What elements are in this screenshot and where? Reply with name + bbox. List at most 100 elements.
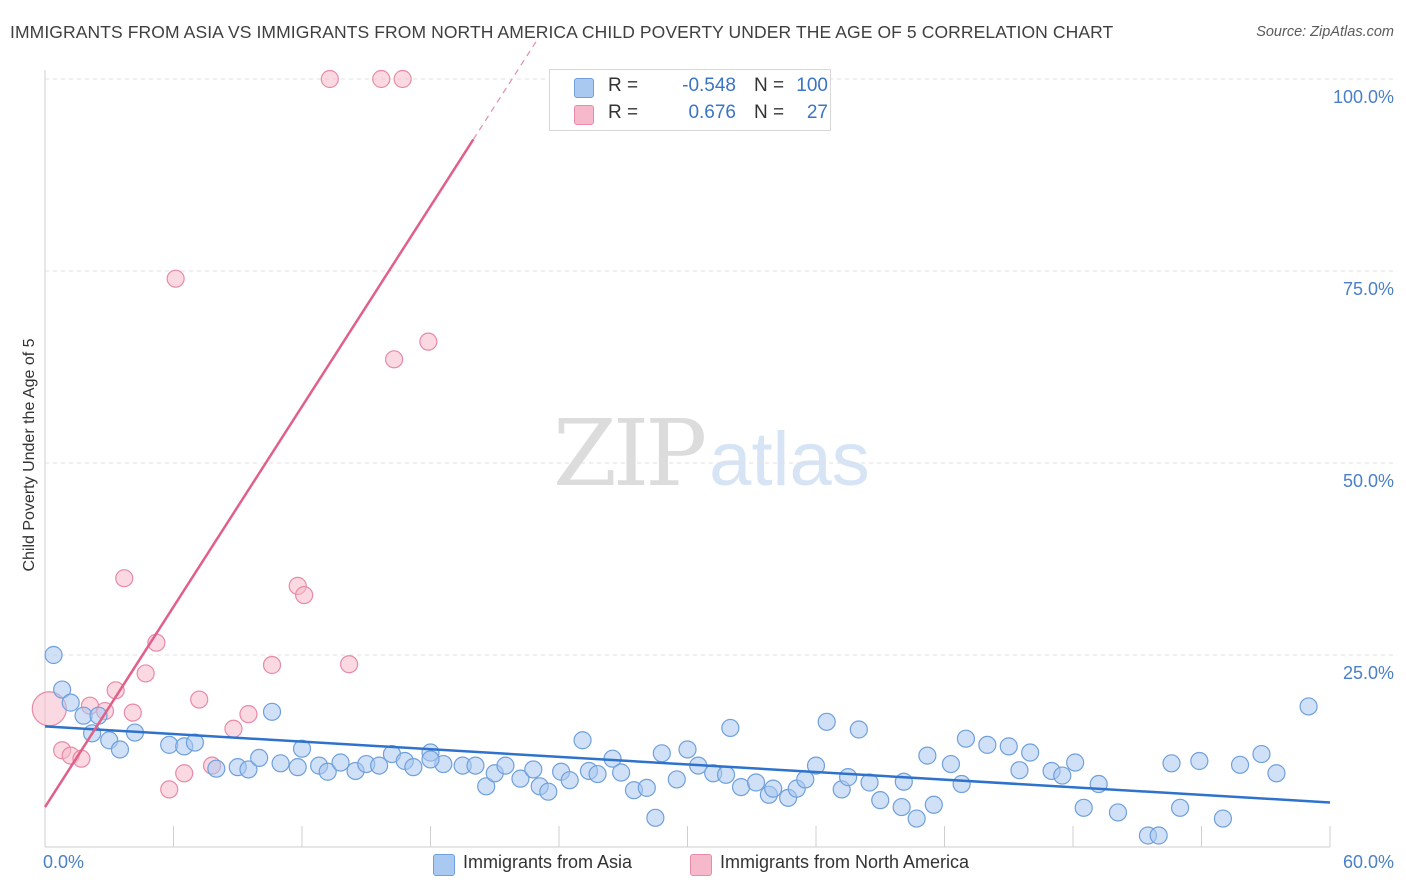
point-north-america — [115, 569, 134, 588]
point-north-america — [372, 69, 391, 89]
point-asia — [839, 768, 858, 787]
point-asia — [956, 729, 976, 748]
point-asia — [678, 740, 697, 759]
point-asia — [907, 809, 926, 828]
correlation-legend: R = -0.548 N = 100 R = 0.676 N = 27 — [549, 69, 831, 131]
point-asia — [716, 765, 736, 784]
point-asia — [250, 748, 269, 768]
point-asia — [978, 735, 997, 754]
point-north-america — [295, 585, 314, 605]
point-asia — [721, 718, 740, 738]
watermark: ZIPatlas — [553, 400, 870, 507]
legend-swatch-north-america — [574, 105, 594, 125]
point-asia — [667, 770, 686, 789]
series-label-asia: Immigrants from Asia — [463, 852, 633, 872]
point-asia — [892, 797, 911, 817]
point-asia — [952, 774, 971, 794]
point-asia — [511, 769, 530, 788]
point-asia — [53, 680, 72, 699]
legend-swatch-asia — [574, 78, 594, 98]
point-asia — [539, 782, 558, 801]
trend-lines — [43, 40, 1331, 808]
y-axis-label: Child Poverty Under the Age of 5 — [21, 338, 38, 572]
trend-line-asia — [44, 725, 1331, 804]
point-asia — [262, 702, 282, 721]
point-asia — [573, 731, 592, 750]
legend-r-value: -0.548 — [682, 75, 736, 96]
point-north-america — [419, 332, 438, 351]
series-label-north-america: Immigrants from North America — [720, 852, 970, 872]
point-asia — [1108, 803, 1128, 822]
point-asia — [849, 720, 868, 739]
point-north-america — [123, 703, 142, 722]
legend-r-label: R = — [608, 102, 639, 123]
point-asia — [288, 758, 307, 777]
point-asia — [1170, 798, 1190, 817]
point-north-america — [320, 69, 339, 89]
point-asia — [61, 693, 80, 712]
point-asia — [292, 739, 312, 758]
point-north-america — [175, 764, 194, 783]
point-asia — [1213, 809, 1233, 828]
trend-line-north-america — [43, 138, 475, 808]
point-asia — [239, 760, 258, 779]
legend-n-value: 100 — [796, 75, 828, 96]
point-north-america — [262, 655, 282, 675]
legend-r-value: 0.676 — [688, 102, 736, 123]
point-asia — [764, 779, 783, 798]
point-north-america — [384, 350, 404, 369]
series-swatch-north-america — [690, 854, 712, 876]
point-asia — [466, 756, 485, 775]
legend-r-label: R = — [608, 75, 639, 96]
x-tick-label: 60.0% — [1342, 852, 1394, 872]
x-tick-label: 0.0% — [43, 852, 85, 872]
point-north-america — [224, 719, 243, 738]
point-asia — [646, 808, 665, 827]
point-north-america — [136, 664, 155, 683]
point-asia — [1053, 766, 1072, 785]
y-tick-label: 25.0% — [1342, 663, 1394, 683]
point-asia — [160, 735, 179, 754]
legend-n-label: N = — [754, 102, 785, 123]
point-asia — [746, 773, 766, 792]
point-asia — [806, 756, 826, 775]
point-asia — [1267, 764, 1286, 783]
point-asia — [1010, 761, 1029, 780]
point-asia — [207, 759, 226, 778]
point-asia — [637, 778, 656, 797]
point-asia — [404, 758, 423, 777]
point-asia — [1252, 744, 1271, 764]
source-label: Source: ZipAtlas.com — [1256, 24, 1394, 40]
chart-title: IMMIGRANTS FROM ASIA VS IMMIGRANTS FROM … — [10, 22, 1114, 42]
y-tick-label: 75.0% — [1342, 279, 1394, 299]
point-asia — [817, 712, 836, 731]
point-asia — [918, 746, 937, 765]
grid-lines — [45, 78, 1395, 656]
point-asia — [652, 744, 671, 763]
point-asia — [1149, 826, 1168, 845]
point-asia — [318, 762, 337, 781]
point-asia — [588, 764, 607, 784]
watermark-atlas: atlas — [709, 417, 870, 502]
y-tick-label: 50.0% — [1342, 471, 1394, 491]
point-asia — [1162, 754, 1181, 773]
series-swatch-asia — [433, 854, 455, 876]
point-asia — [871, 791, 890, 810]
point-asia — [612, 763, 631, 782]
legend-n-label: N = — [754, 75, 785, 96]
point-north-america — [239, 705, 258, 724]
legend-n-value: 27 — [806, 102, 828, 123]
point-asia — [924, 795, 943, 814]
point-asia — [560, 771, 579, 790]
point-asia — [496, 756, 515, 775]
point-asia — [271, 754, 290, 773]
point-asia — [1190, 751, 1209, 771]
point-asia — [731, 777, 751, 797]
point-asia — [941, 754, 961, 774]
point-asia — [44, 645, 63, 665]
point-asia — [1230, 755, 1250, 774]
point-asia — [421, 750, 440, 769]
point-north-america — [393, 69, 412, 89]
point-north-america — [166, 269, 185, 288]
watermark-zip: ZIP — [553, 400, 707, 507]
